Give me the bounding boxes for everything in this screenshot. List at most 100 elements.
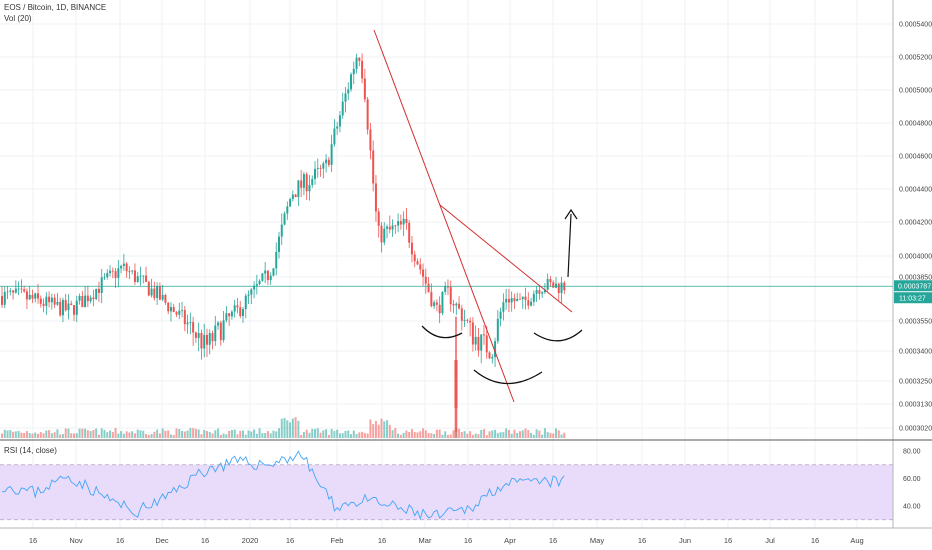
rsi-band xyxy=(0,464,893,520)
x-tick-label: 16 xyxy=(201,536,209,545)
candle xyxy=(546,273,549,292)
candle xyxy=(518,293,521,300)
last-price-line: 0.0003787 11:03:27 xyxy=(0,280,932,304)
candle-body xyxy=(424,276,427,284)
candle-body xyxy=(222,320,225,341)
candle xyxy=(530,297,533,307)
volume-bar xyxy=(239,430,242,438)
volume-bar xyxy=(28,433,31,438)
candle-body xyxy=(272,268,275,276)
candle xyxy=(452,299,455,314)
volume-bar xyxy=(399,434,402,438)
candle xyxy=(84,286,87,308)
volume-bar xyxy=(186,430,189,438)
candle xyxy=(53,294,56,309)
candle-body xyxy=(6,291,9,293)
volume-bar xyxy=(266,431,269,438)
candle-body xyxy=(369,129,372,151)
volume-bar xyxy=(117,433,120,438)
grid-lines xyxy=(0,0,893,528)
candle-body xyxy=(42,303,45,306)
volume-bar xyxy=(510,433,513,438)
volume-bar xyxy=(106,432,109,438)
candle xyxy=(422,263,425,286)
candle xyxy=(355,53,358,74)
volume-bar xyxy=(23,432,26,438)
volume-bar xyxy=(189,428,192,438)
candle xyxy=(147,280,150,297)
candle xyxy=(402,211,405,237)
candle xyxy=(430,283,433,308)
candle xyxy=(278,231,280,259)
candle-body xyxy=(192,322,195,333)
candle-body xyxy=(314,168,317,179)
candle-body xyxy=(449,286,452,305)
candle-body xyxy=(380,225,383,243)
candle xyxy=(39,295,42,308)
candle-body xyxy=(125,263,128,272)
candle xyxy=(369,122,372,160)
candle-body xyxy=(433,302,436,307)
volume-bar xyxy=(541,434,544,438)
candle xyxy=(477,327,480,357)
candle-body xyxy=(518,298,521,300)
rsi-pane xyxy=(0,450,893,521)
candle xyxy=(120,264,123,274)
candle xyxy=(377,208,380,238)
candle xyxy=(67,294,70,320)
candle xyxy=(189,312,192,335)
volume-bar xyxy=(410,429,413,438)
volume-bar xyxy=(64,428,67,438)
candle xyxy=(524,287,527,310)
volume-bar xyxy=(416,432,419,438)
candle-body xyxy=(283,213,286,225)
candle xyxy=(311,175,314,188)
volume-bar xyxy=(413,432,416,438)
volume-bar xyxy=(128,432,131,438)
candle-body xyxy=(86,295,89,302)
y-tick-label: 0.0005400 xyxy=(899,22,932,29)
candle-body xyxy=(488,352,491,359)
volume-bar xyxy=(42,433,45,438)
volume-bar xyxy=(563,432,566,438)
candle xyxy=(97,281,100,303)
volume-bar xyxy=(302,432,305,438)
candle xyxy=(289,197,292,208)
volume-bar xyxy=(391,430,394,438)
volume-bar xyxy=(228,430,231,438)
candle xyxy=(139,266,142,286)
candle-body xyxy=(111,270,114,272)
candle-body xyxy=(25,291,28,300)
last-price-tag xyxy=(894,280,932,292)
x-tick-label: 16 xyxy=(286,536,294,545)
candle-body xyxy=(438,304,441,314)
volume-bar xyxy=(516,432,519,438)
candle-body xyxy=(230,311,233,317)
candle xyxy=(460,304,463,331)
volume-bars xyxy=(1,375,566,438)
candle xyxy=(158,282,161,301)
volume-bar xyxy=(211,433,214,438)
candle-body xyxy=(114,271,117,278)
volume-bar xyxy=(361,431,364,438)
candle xyxy=(111,267,114,279)
candle-body xyxy=(444,286,447,292)
candle-body xyxy=(344,93,347,102)
candle-body xyxy=(3,292,6,305)
candle-body xyxy=(361,60,364,79)
candle xyxy=(244,293,247,319)
volume-bar xyxy=(225,434,228,438)
candle-body xyxy=(59,301,62,316)
x-tick-label: 16 xyxy=(464,536,472,545)
candle xyxy=(527,292,530,310)
volume-bar xyxy=(460,432,463,438)
candle xyxy=(372,140,375,192)
volume-bar xyxy=(336,429,339,438)
candle xyxy=(283,211,286,226)
volume-bar xyxy=(145,434,148,438)
volume-bar xyxy=(338,433,341,438)
candle xyxy=(541,291,544,298)
candle xyxy=(308,175,311,201)
countdown-value: 11:03:27 xyxy=(899,296,926,303)
